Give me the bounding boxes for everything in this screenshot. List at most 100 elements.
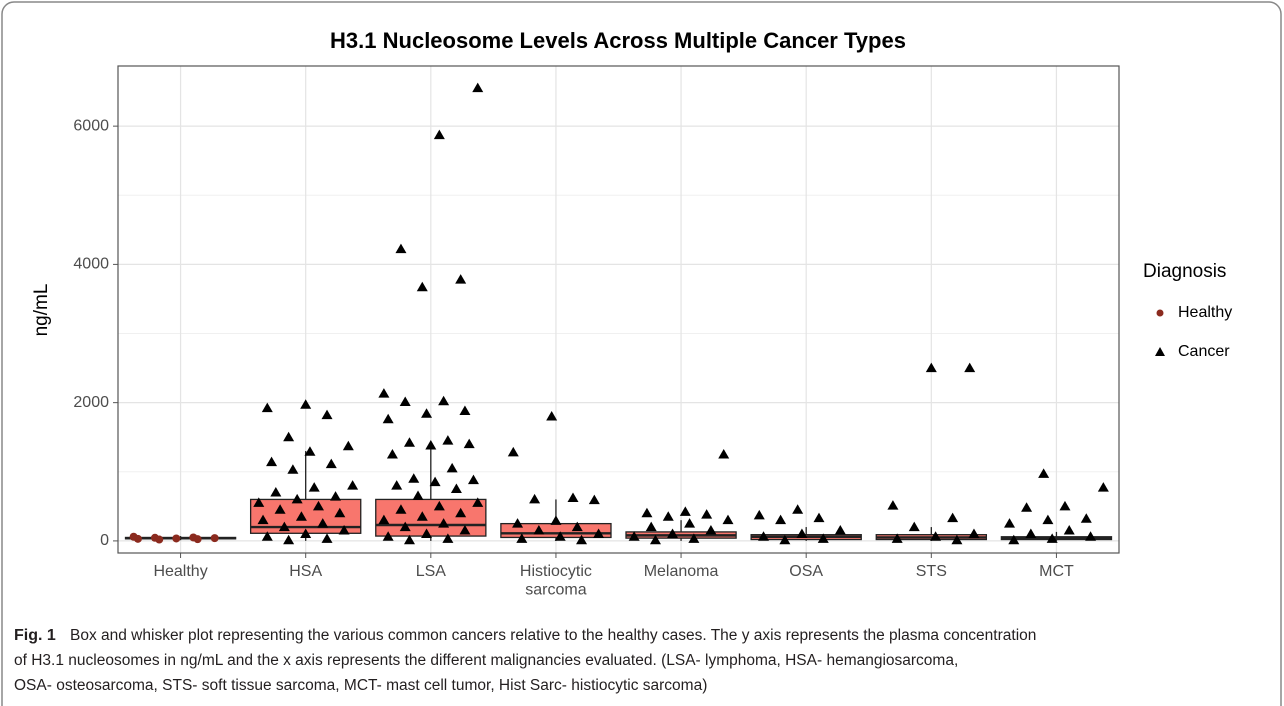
y-tick-label: 0 <box>100 532 109 549</box>
point <box>287 464 299 474</box>
point <box>261 402 273 413</box>
point <box>257 514 269 525</box>
point <box>321 409 333 420</box>
point <box>554 531 566 541</box>
point <box>317 518 329 528</box>
point <box>274 504 286 514</box>
point <box>463 438 475 449</box>
point <box>1085 531 1097 541</box>
point <box>378 388 390 398</box>
point <box>546 410 558 421</box>
point <box>792 504 804 514</box>
point <box>964 362 976 373</box>
point <box>887 500 899 510</box>
point <box>688 533 700 543</box>
point <box>705 525 717 535</box>
point <box>342 440 354 451</box>
point <box>193 535 202 544</box>
point <box>1004 518 1016 528</box>
point <box>283 534 295 545</box>
legend-label: Cancer <box>1178 343 1230 360</box>
point <box>283 431 295 442</box>
point <box>834 525 846 535</box>
point <box>467 474 479 485</box>
point <box>571 521 583 532</box>
point <box>446 462 458 473</box>
point <box>304 446 316 456</box>
point <box>649 534 661 545</box>
point <box>403 437 415 447</box>
x-tick-label: HSA <box>289 563 322 580</box>
point <box>533 525 545 535</box>
point <box>425 440 437 450</box>
point <box>438 518 450 528</box>
y-tick-label: 2000 <box>73 394 109 411</box>
x-tick-label: OSA <box>789 563 823 580</box>
point <box>684 518 696 528</box>
point <box>968 528 980 538</box>
point <box>312 500 324 511</box>
point <box>382 531 394 541</box>
point <box>1021 502 1033 512</box>
point <box>338 525 350 535</box>
caption-label: Fig. 1 <box>14 627 56 644</box>
box <box>375 498 487 537</box>
point <box>386 448 398 459</box>
point <box>645 521 657 532</box>
y-axis-label: ng/mL <box>31 284 52 337</box>
point <box>1063 525 1075 535</box>
point <box>472 497 484 507</box>
caption-text: of H3.1 nucleosomes in ng/mL and the x a… <box>14 652 958 669</box>
point <box>399 521 411 532</box>
point <box>421 408 433 418</box>
point <box>891 533 903 543</box>
point <box>395 243 407 254</box>
point <box>472 82 484 93</box>
point <box>722 514 734 525</box>
point <box>701 509 713 519</box>
point <box>662 511 674 521</box>
point <box>753 509 765 520</box>
point <box>421 528 433 538</box>
y-tick-label: 4000 <box>73 256 109 273</box>
point <box>391 480 403 490</box>
point <box>1097 482 1109 492</box>
point <box>529 493 541 504</box>
plot-background <box>118 66 1119 553</box>
point <box>459 405 471 415</box>
legend-marker <box>1155 347 1165 356</box>
point <box>1042 514 1054 525</box>
point <box>412 490 424 500</box>
x-tick-label: LSA <box>416 563 447 580</box>
x-tick-label: Histiocytic sarcoma <box>520 563 592 598</box>
point <box>382 413 394 424</box>
plot-border <box>117 65 1120 554</box>
point <box>758 531 770 541</box>
point <box>817 533 829 543</box>
point <box>395 504 407 514</box>
point <box>442 533 454 543</box>
point <box>1080 513 1092 523</box>
point <box>779 534 791 545</box>
point <box>261 531 273 541</box>
legend-marker <box>1156 309 1164 317</box>
point <box>1046 533 1058 543</box>
point <box>300 528 312 538</box>
point <box>433 500 445 511</box>
point <box>442 435 454 445</box>
point <box>253 497 265 507</box>
chart-title: H3.1 Nucleosome Levels Across Multiple C… <box>330 28 906 53</box>
point <box>576 534 588 545</box>
x-tick-label: Healthy <box>153 563 207 580</box>
point <box>438 395 450 406</box>
legend-title: Diagnosis <box>1143 261 1226 282</box>
point <box>330 491 342 501</box>
point <box>429 476 441 487</box>
point <box>416 281 428 292</box>
point <box>908 521 920 532</box>
caption-text: OSA- osteosarcoma, STS- soft tissue sarc… <box>14 677 707 694</box>
point <box>930 531 942 541</box>
caption-text: Box and whisker plot representing the va… <box>70 627 1036 644</box>
point <box>210 534 219 543</box>
